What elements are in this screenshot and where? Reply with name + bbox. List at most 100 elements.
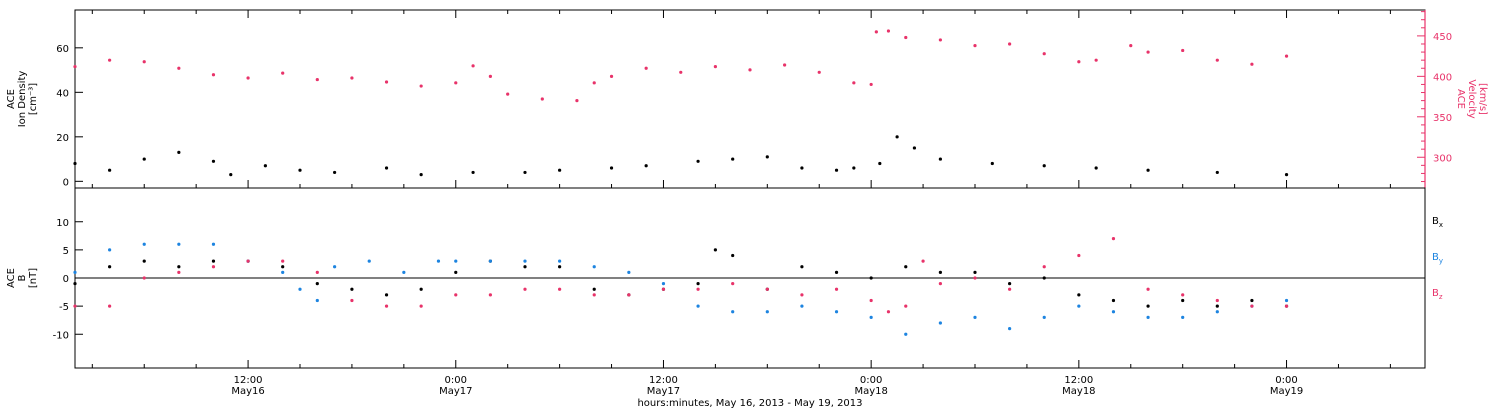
velocity-point xyxy=(177,66,181,70)
field-tick-label: 0 xyxy=(63,274,69,285)
field-point-by xyxy=(661,282,666,286)
density-tick-label: 60 xyxy=(56,44,69,55)
field-point-by xyxy=(298,287,302,291)
field-point-bz xyxy=(1146,287,1150,291)
x-tick-date-label: May16 xyxy=(231,386,264,397)
velocity-tick-label: 300 xyxy=(1433,153,1452,164)
field-point-by xyxy=(1008,327,1012,331)
density-point xyxy=(108,168,112,172)
field-point-bx xyxy=(558,265,562,269)
field-axis-label: [nT] xyxy=(28,268,39,288)
velocity-point xyxy=(869,82,873,87)
density-point xyxy=(523,170,527,175)
field-point-by xyxy=(834,310,839,314)
velocity-point xyxy=(904,35,908,40)
field-point-bx xyxy=(281,265,285,269)
field-point-bz xyxy=(177,270,181,274)
velocity-point xyxy=(592,81,596,85)
field-point-bx xyxy=(713,248,717,252)
density-point xyxy=(211,159,216,163)
field-axis-label: B xyxy=(17,274,28,281)
density-point xyxy=(263,164,267,168)
field-point-by xyxy=(1215,310,1219,314)
density-point xyxy=(471,170,475,175)
velocity-point xyxy=(488,74,492,78)
field-point-bx xyxy=(108,265,112,269)
x-tick-time-label: 0:00 xyxy=(1275,375,1297,386)
field-point-by xyxy=(281,270,285,274)
velocity-point xyxy=(1008,42,1012,46)
field-tick-label: -5 xyxy=(59,302,69,313)
velocity-point xyxy=(679,70,683,74)
velocity-point xyxy=(1284,54,1289,58)
field-point-by xyxy=(108,248,112,252)
density-axis-label: [cm⁻³] xyxy=(28,83,39,115)
field-point-by xyxy=(731,310,735,314)
field-point-bz xyxy=(592,293,596,297)
density-axis-label: Ion Density xyxy=(17,71,28,128)
density-point xyxy=(142,157,146,161)
field-point-bx xyxy=(315,282,319,286)
field-point-by xyxy=(436,259,441,263)
density-point xyxy=(298,168,302,172)
field-point-by xyxy=(938,321,942,325)
field-point-bz xyxy=(869,298,873,303)
density-tick-label: 0 xyxy=(63,177,69,188)
field-point-by xyxy=(800,304,804,308)
field-point-bz xyxy=(921,259,925,263)
field-point-bz xyxy=(1181,293,1185,297)
field-point-bz xyxy=(384,304,389,308)
field-point-bx xyxy=(73,282,77,286)
x-tick-date-label: May18 xyxy=(854,386,887,397)
field-point-bz xyxy=(904,304,908,308)
field-point-bx xyxy=(731,253,735,258)
field-point-bx xyxy=(177,265,181,269)
velocity-point xyxy=(874,30,878,34)
velocity-tick-label: 400 xyxy=(1433,72,1452,83)
velocity-point xyxy=(1215,58,1219,62)
field-point-bz xyxy=(800,293,804,297)
field-point-bx xyxy=(592,287,596,291)
plasma-frame xyxy=(74,9,1426,189)
density-point xyxy=(1094,166,1098,170)
velocity-point xyxy=(506,92,510,96)
density-point xyxy=(696,159,700,163)
field-point-by xyxy=(454,259,458,263)
density-tick-label: 40 xyxy=(56,88,69,99)
field-point-bx xyxy=(800,265,804,269)
velocity-axis-label: [km/s] xyxy=(1477,83,1488,115)
field-point-by xyxy=(869,315,873,319)
field-point-bz xyxy=(1215,298,1219,303)
field-point-bz xyxy=(523,287,527,291)
velocity-point xyxy=(384,80,389,84)
field-point-by xyxy=(73,270,77,274)
field-tick-label: 10 xyxy=(56,218,69,229)
field-point-by xyxy=(627,270,631,274)
legend-bz: Bz xyxy=(1432,288,1443,301)
velocity-point xyxy=(315,77,319,82)
field-point-bz xyxy=(1250,304,1254,308)
field-point-bz xyxy=(350,298,354,303)
field-point-bx xyxy=(696,282,700,286)
field-point-bx xyxy=(1111,298,1116,303)
velocity-point xyxy=(609,74,614,78)
field-point-bz xyxy=(142,276,146,280)
density-point xyxy=(333,170,337,175)
field-tick-label: -10 xyxy=(53,330,69,341)
field-point-bx xyxy=(1008,282,1012,286)
field-point-by xyxy=(558,259,562,263)
density-point xyxy=(384,166,389,170)
density-point xyxy=(1146,168,1150,172)
field-point-bx xyxy=(523,265,527,269)
field-point-bx xyxy=(1077,293,1081,297)
density-point xyxy=(419,173,423,177)
density-point xyxy=(229,173,233,177)
field-point-by xyxy=(523,259,527,263)
field-point-by xyxy=(1042,315,1046,319)
field-axis-label: ACE xyxy=(6,268,17,288)
velocity-point xyxy=(471,64,475,68)
field-point-bz xyxy=(834,287,839,291)
density-point xyxy=(609,166,614,170)
density-point xyxy=(73,161,77,166)
